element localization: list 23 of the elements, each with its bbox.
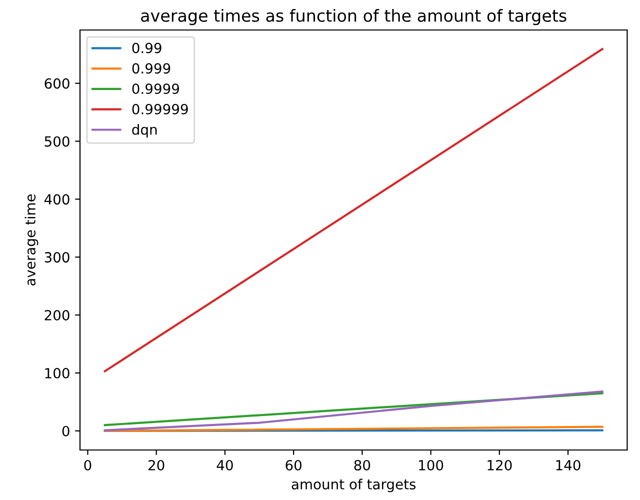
legend-label: 0.99 — [132, 42, 162, 54]
legend-label: 0.9999 — [132, 84, 180, 94]
legend-label: 0.99999 — [132, 104, 188, 114]
x-tick-label: 40 — [216, 460, 233, 470]
y-tick-label: 400 — [44, 194, 70, 205]
x-axis-title: amount of targets — [292, 478, 416, 492]
x-tick-label: 0 — [84, 460, 92, 470]
x-tick-label: 60 — [286, 460, 302, 470]
x-tick-label: 140 — [556, 460, 580, 470]
chart-title: average times as function of the amount of targets — [141, 9, 566, 26]
y-tick-label: 500 — [44, 136, 70, 147]
y-tick-label: 300 — [44, 252, 70, 263]
y-axis-title: average time — [24, 194, 38, 286]
x-tick-label: 20 — [148, 460, 164, 470]
legend-label: 0.999 — [132, 63, 170, 74]
legend-label: dqn — [132, 124, 157, 138]
x-tick-label: 80 — [354, 460, 370, 470]
y-tick-label: 200 — [44, 310, 70, 320]
x-tick-label: 120 — [488, 460, 512, 470]
y-tick-label: 600 — [44, 78, 70, 89]
y-tick-label: 100 — [45, 368, 70, 378]
y-tick-label: 0 — [62, 426, 70, 436]
x-tick-label: 100 — [419, 460, 444, 470]
